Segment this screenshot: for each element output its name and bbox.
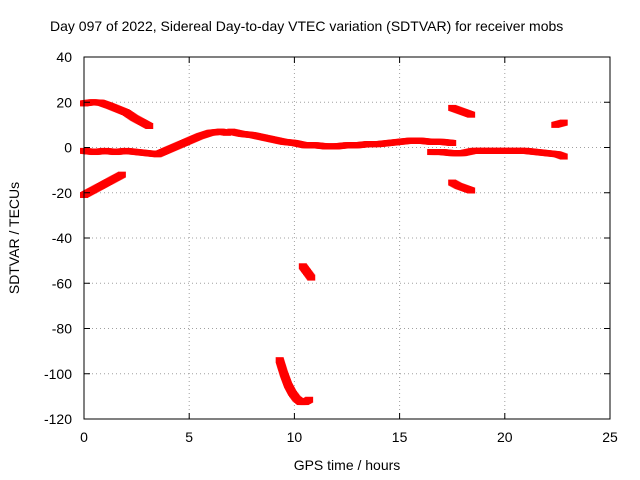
series-seg-upper-right <box>448 104 476 118</box>
y-axis-label: SDTVAR / TECUs <box>6 182 22 294</box>
y-tick-label: -40 <box>52 230 72 246</box>
y-tick-label: 40 <box>56 49 72 65</box>
x-tick-label: 25 <box>602 429 618 445</box>
axis-ticks: 0 5 10 15 20 25 -120 -100 -80 -60 -40 -20 0 20 40 <box>44 49 618 445</box>
data-point <box>448 139 457 146</box>
data-point <box>223 129 232 136</box>
data-point <box>467 111 476 118</box>
series-seg-lower-right <box>448 179 476 194</box>
y-tick-label: -120 <box>44 411 72 427</box>
x-tick-label: 0 <box>80 429 88 445</box>
chart-title: Day 097 of 2022, Sidereal Day-to-day VTE… <box>50 18 563 34</box>
data-point <box>305 396 314 403</box>
plot-frame <box>83 56 611 420</box>
series-seg-main-right <box>427 147 568 160</box>
data-marks <box>80 99 568 406</box>
series-seg-main-left <box>80 128 232 158</box>
x-tick-label: 20 <box>497 429 513 445</box>
y-tick-label: -100 <box>44 366 72 382</box>
series-seg-low-start <box>80 171 126 199</box>
data-point <box>307 274 316 281</box>
grid-lines <box>84 57 610 419</box>
y-tick-label: -80 <box>52 321 72 337</box>
data-point <box>559 119 568 126</box>
y-tick-label: 20 <box>56 94 72 110</box>
series-seg-dip-small <box>298 263 316 281</box>
x-tick-label: 5 <box>185 429 193 445</box>
data-point <box>559 153 568 160</box>
data-point <box>117 171 126 178</box>
series-seg-main-mid <box>227 128 457 150</box>
data-point <box>145 123 154 130</box>
x-tick-label: 15 <box>392 429 408 445</box>
x-tick-label: 10 <box>287 429 303 445</box>
y-tick-label: -60 <box>52 275 72 291</box>
data-point <box>467 187 476 194</box>
series-seg-dip-large <box>275 357 314 406</box>
y-tick-label: -20 <box>52 185 72 201</box>
x-axis-label: GPS time / hours <box>294 457 401 473</box>
series-seg-top-arc <box>80 99 154 130</box>
y-tick-label: 0 <box>64 140 72 156</box>
series-seg-far-right <box>551 119 568 128</box>
